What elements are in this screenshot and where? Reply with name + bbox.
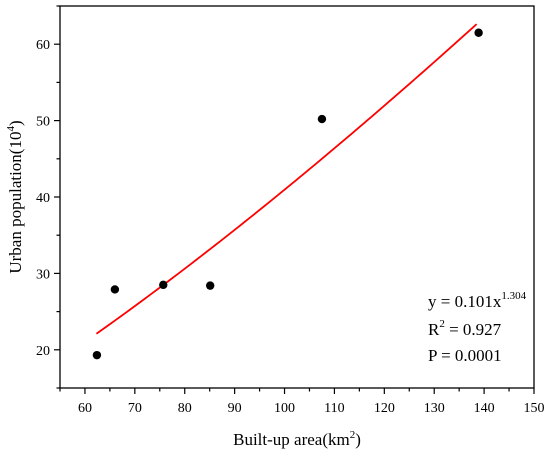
y-tick-label: 40 [36,191,50,206]
x-tick-label: 90 [228,401,242,416]
x-tick-label: 120 [374,401,395,416]
x-tick-label: 60 [78,401,92,416]
y-axis-title: Urban population(104) [5,120,25,273]
fit-curve [95,23,478,335]
regression-equation: y = 0.101x1.304 [428,290,527,311]
data-points-layer [92,28,483,360]
x-tick-label: 140 [474,401,495,416]
data-point [474,28,483,37]
x-tick-label: 150 [524,401,545,416]
fit-curve-layer [95,23,478,335]
data-point [159,280,168,290]
y-tick-label: 60 [36,38,50,53]
x-axis-ticks: 60 70 80 90 100 110 120 130 140 150 [59,388,545,416]
x-tick-label: 80 [178,401,192,416]
data-point [110,285,120,294]
x-tick-label: 100 [274,401,295,416]
r-squared-label: R2 = 0.927 [428,318,502,339]
data-point [205,281,215,290]
x-tick-label: 110 [324,401,344,416]
data-point [92,350,102,360]
x-axis-title: Built-up area(km2) [233,429,361,449]
y-tick-label: 20 [36,344,50,359]
data-point [317,114,327,124]
y-tick-label: 50 [36,115,50,130]
p-value-label: P = 0.0001 [428,346,502,365]
x-tick-label: 70 [128,401,142,416]
y-axis-ticks: 20 30 40 50 60 [36,5,60,389]
y-tick-label: 30 [36,267,50,282]
regression-annotation: y = 0.101x1.304 R2 = 0.927 P = 0.0001 [428,290,527,365]
x-tick-label: 130 [424,401,445,416]
